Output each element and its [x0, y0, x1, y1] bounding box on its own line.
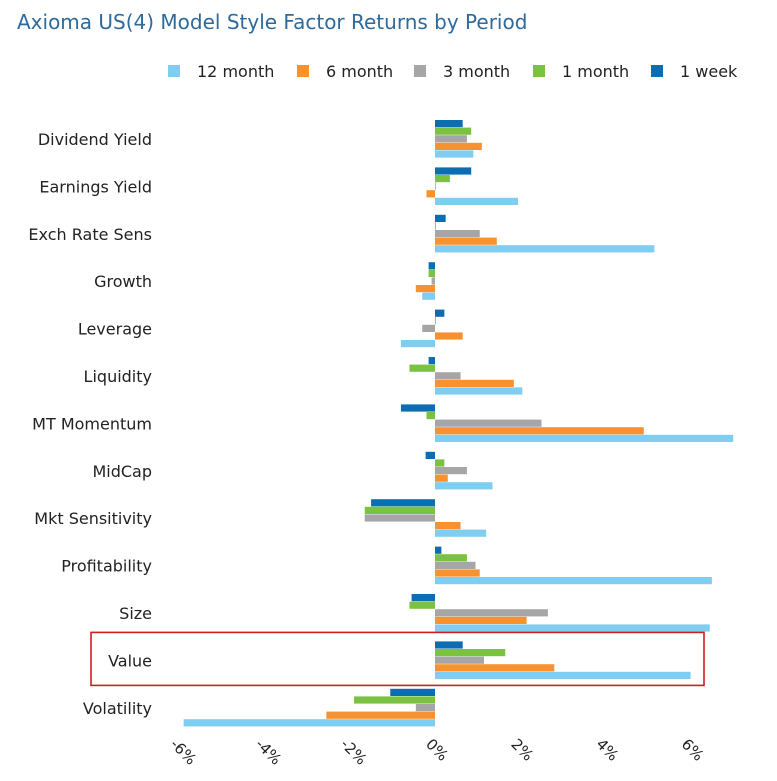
bar-midcap-12-month	[435, 482, 493, 490]
x-tick-label: -4%	[252, 735, 285, 768]
bar-earnings-yield-1-month	[435, 175, 450, 183]
bar-exch-rate-sens-6-month	[435, 237, 497, 245]
bar-profitability-1-week	[435, 546, 442, 554]
category-label-midcap: MidCap	[92, 462, 152, 481]
bar-mkt-sensitivity-6-month	[435, 522, 461, 530]
bar-leverage-3-month	[422, 324, 435, 332]
bar-earnings-yield-12-month	[435, 197, 519, 205]
legend-label-1-week: 1 week	[680, 62, 738, 81]
bar-profitability-12-month	[435, 577, 712, 585]
bar-exch-rate-sens-1-week	[435, 214, 446, 222]
x-tick-label: -6%	[167, 735, 200, 768]
bar-liquidity-6-month	[435, 379, 514, 387]
bar-profitability-6-month	[435, 569, 480, 577]
category-label-size: Size	[119, 604, 152, 623]
bar-dividend-yield-1-week	[435, 120, 463, 128]
bar-mt-momentum-12-month	[435, 434, 734, 442]
bar-midcap-1-week	[425, 451, 435, 459]
bar-size-1-month	[409, 601, 435, 609]
bar-leverage-6-month	[435, 332, 463, 340]
bar-size-12-month	[435, 624, 710, 632]
bar-mt-momentum-1-month	[426, 412, 435, 420]
legend-swatch-6-month	[297, 65, 309, 77]
bar-growth-12-month	[422, 292, 435, 300]
bar-midcap-1-month	[435, 459, 445, 467]
bar-growth-3-month	[431, 277, 435, 285]
category-label-exch-rate-sens: Exch Rate Sens	[28, 225, 152, 244]
legend-swatch-3-month	[414, 65, 426, 77]
bar-value-12-month	[435, 671, 691, 679]
bar-exch-rate-sens-12-month	[435, 245, 655, 253]
x-tick-label: 4%	[593, 735, 623, 765]
legend-swatch-1-week	[651, 65, 663, 77]
bar-liquidity-1-week	[428, 357, 435, 365]
bar-size-6-month	[435, 616, 527, 624]
bar-leverage-12-month	[400, 340, 435, 348]
legend-label-12-month: 12 month	[197, 62, 274, 81]
bar-volatility-1-month	[354, 696, 435, 704]
bar-growth-1-month	[428, 269, 435, 277]
chart-title: Axioma US(4) Model Style Factor Returns …	[17, 10, 528, 34]
bar-dividend-yield-6-month	[435, 142, 482, 150]
bar-midcap-6-month	[435, 474, 448, 482]
bar-size-3-month	[435, 609, 548, 617]
bar-value-1-week	[435, 641, 463, 649]
bar-dividend-yield-1-month	[435, 127, 472, 135]
bar-liquidity-3-month	[435, 372, 461, 380]
bar-exch-rate-sens-1-month	[435, 222, 436, 230]
x-tick-label: -2%	[337, 735, 370, 768]
bar-growth-1-week	[428, 262, 435, 270]
bar-dividend-yield-3-month	[435, 135, 467, 143]
category-label-earnings-yield: Earnings Yield	[39, 177, 152, 196]
bar-exch-rate-sens-3-month	[435, 230, 480, 238]
category-label-dividend-yield: Dividend Yield	[38, 130, 152, 149]
bar-liquidity-1-month	[409, 364, 435, 372]
category-label-growth: Growth	[94, 272, 152, 291]
bar-dividend-yield-12-month	[435, 150, 474, 158]
category-label-volatility: Volatility	[83, 699, 152, 718]
x-tick-label: 6%	[678, 735, 708, 765]
bar-value-3-month	[435, 656, 484, 664]
bar-volatility-3-month	[415, 704, 435, 712]
legend-label-6-month: 6 month	[326, 62, 393, 81]
bar-volatility-1-week	[390, 688, 435, 696]
bar-leverage-1-month	[435, 317, 436, 325]
bar-mkt-sensitivity-3-month	[364, 514, 435, 522]
legend-swatch-12-month	[168, 65, 180, 77]
category-label-mkt-sensitivity: Mkt Sensitivity	[34, 509, 152, 528]
category-label-mt-momentum: MT Momentum	[32, 414, 152, 433]
bar-mkt-sensitivity-1-month	[364, 506, 435, 514]
bar-growth-6-month	[415, 285, 435, 293]
bar-earnings-yield-1-week	[435, 167, 472, 175]
bar-value-1-month	[435, 649, 506, 657]
bar-size-1-week	[411, 594, 435, 602]
legend-label-3-month: 3 month	[443, 62, 510, 81]
category-label-value: Value	[108, 651, 152, 670]
bar-earnings-yield-6-month	[426, 190, 435, 198]
bar-volatility-6-month	[326, 711, 435, 719]
bar-profitability-3-month	[435, 561, 476, 569]
legend-swatch-1-month	[533, 65, 545, 77]
bar-leverage-1-week	[435, 309, 445, 317]
bar-mkt-sensitivity-12-month	[435, 529, 487, 537]
bar-earnings-yield-3-month	[435, 182, 436, 190]
bar-mt-momentum-3-month	[435, 419, 542, 427]
x-tick-label: 2%	[507, 735, 537, 765]
bar-mkt-sensitivity-1-week	[371, 499, 435, 507]
bar-midcap-3-month	[435, 467, 467, 475]
bar-profitability-1-month	[435, 554, 467, 562]
legend-label-1-month: 1 month	[562, 62, 629, 81]
bar-liquidity-12-month	[435, 387, 523, 395]
bar-volatility-12-month	[183, 719, 435, 727]
x-tick-label: 0%	[422, 735, 452, 765]
category-label-profitability: Profitability	[61, 557, 152, 576]
category-label-leverage: Leverage	[78, 320, 152, 339]
bar-mt-momentum-6-month	[435, 427, 644, 435]
bar-mt-momentum-1-week	[400, 404, 435, 412]
category-label-liquidity: Liquidity	[84, 367, 152, 386]
bar-value-6-month	[435, 664, 555, 672]
highlight-box-value	[90, 631, 705, 687]
